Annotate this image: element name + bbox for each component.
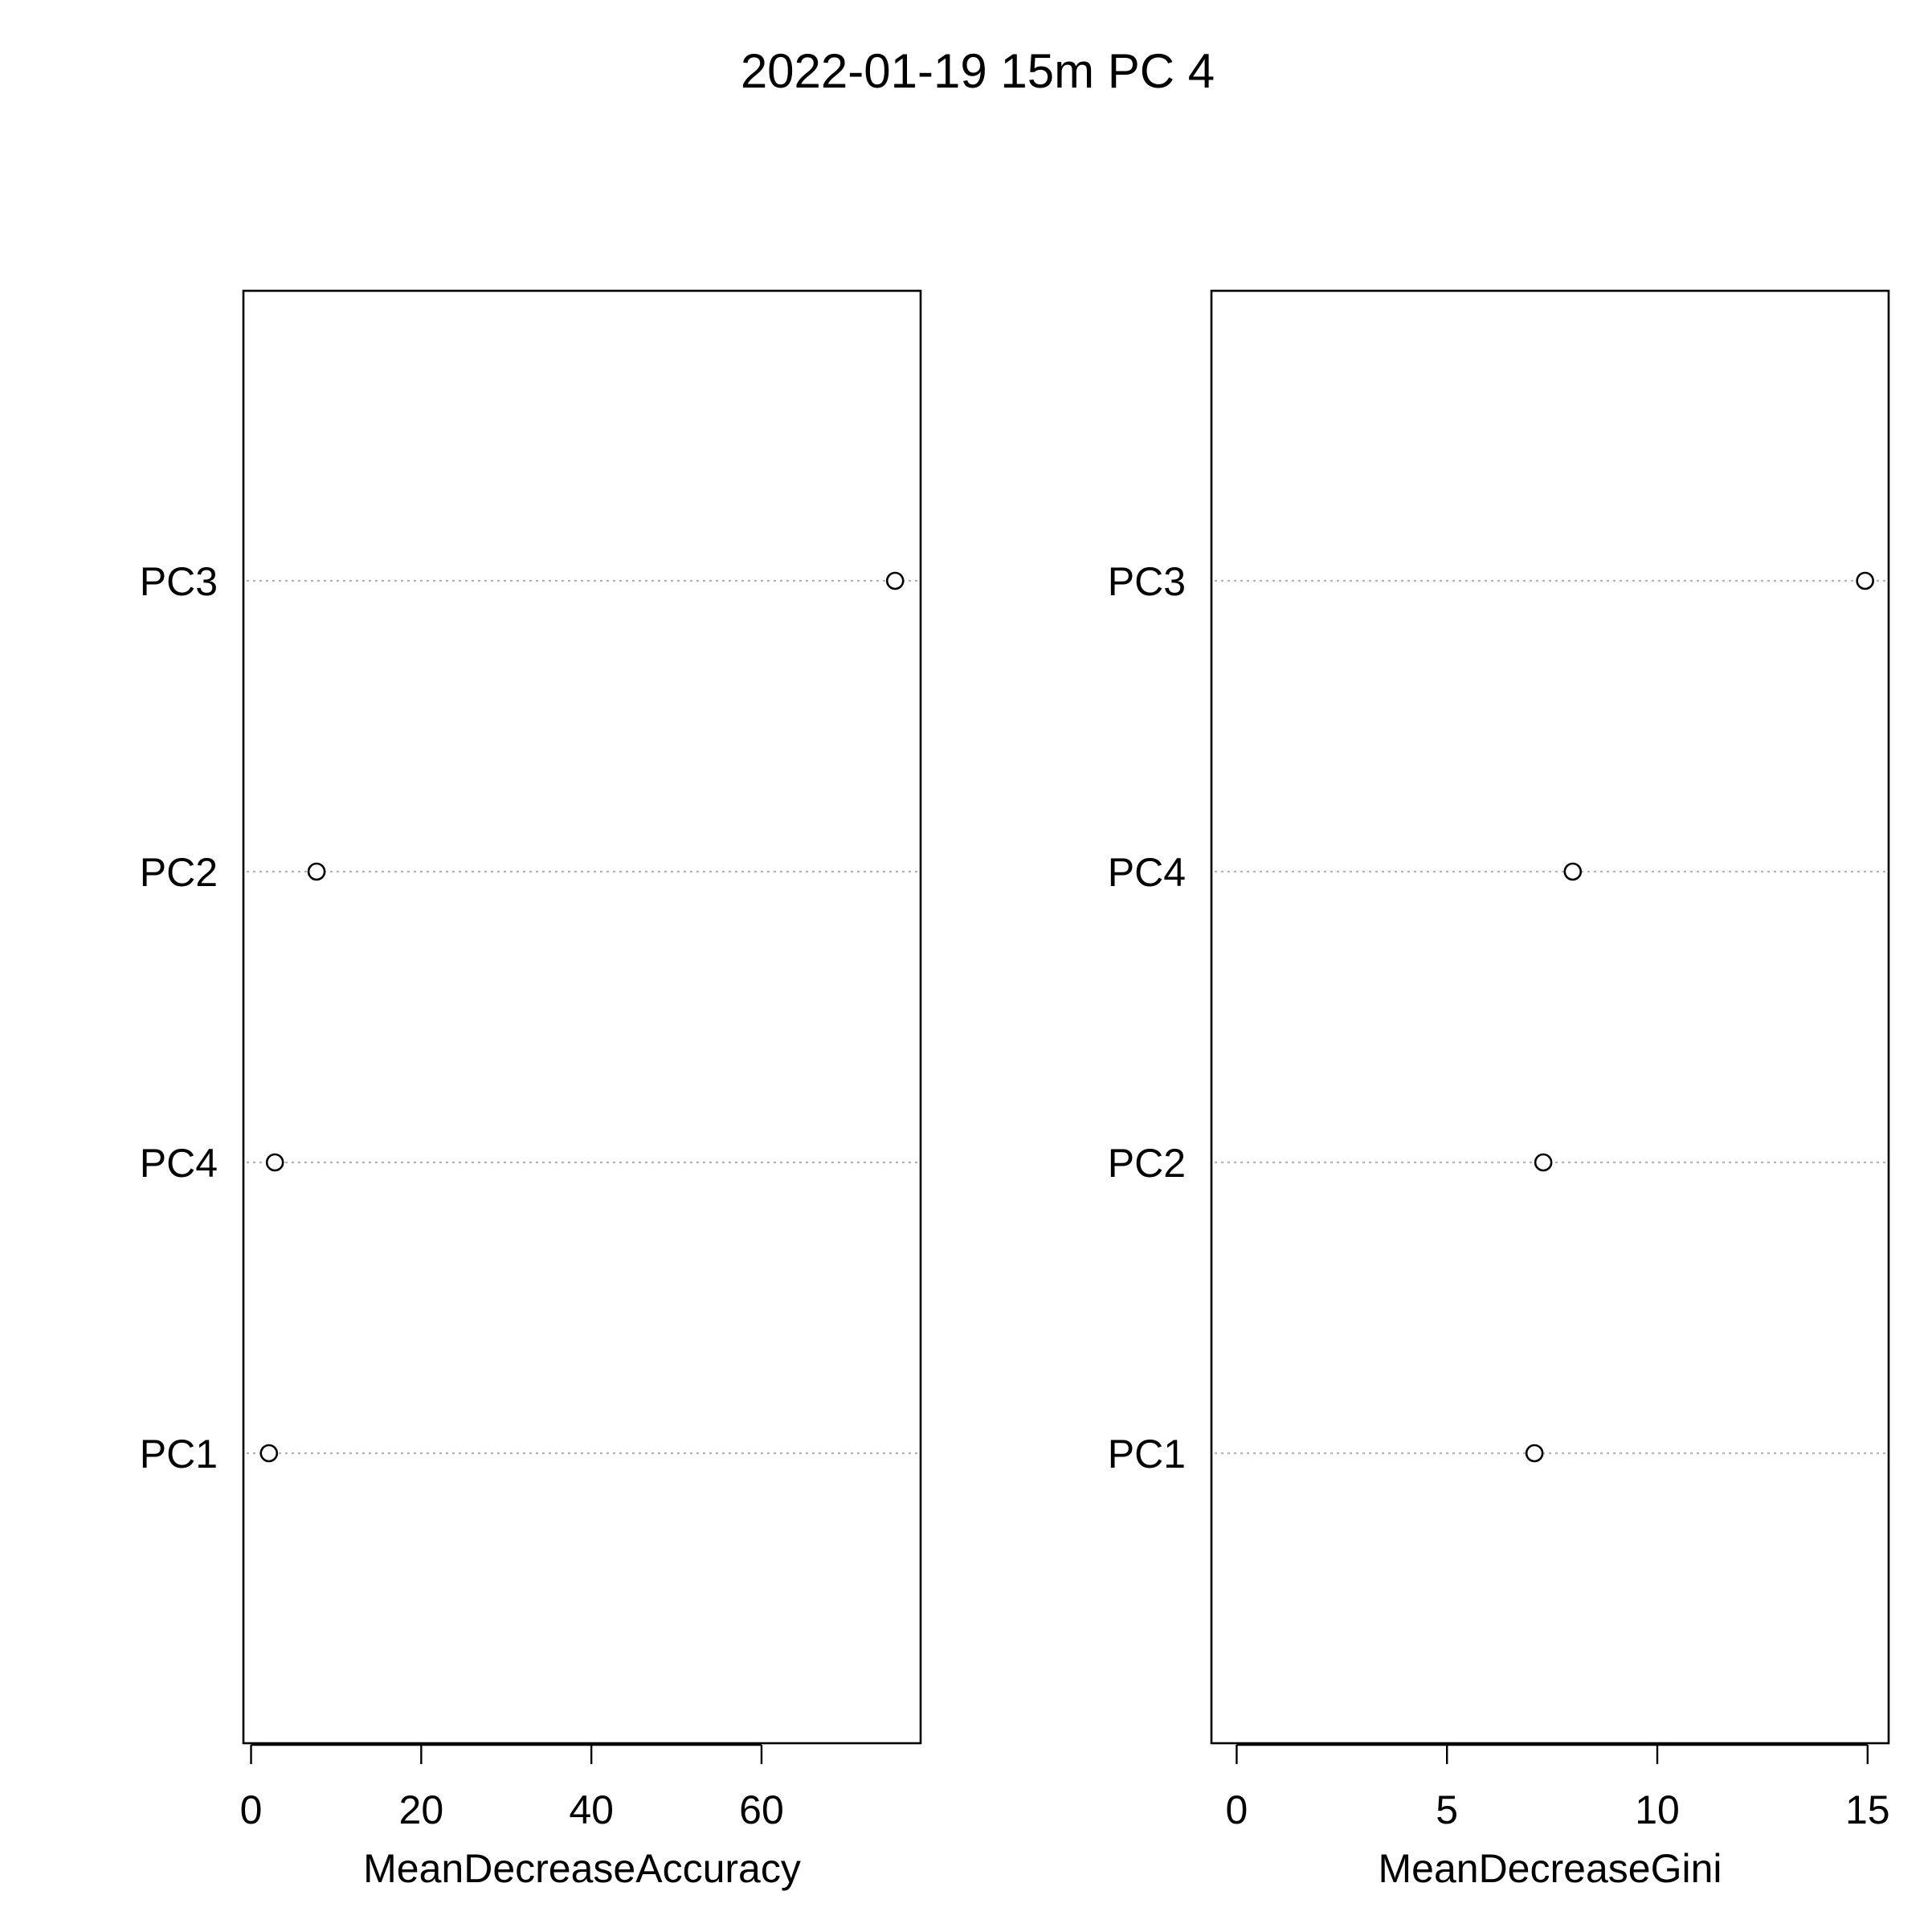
x-tick-label: 15	[1845, 1787, 1890, 1832]
data-point-pc3	[1856, 571, 1874, 590]
x-axis-title: MeanDecreaseAccuracy	[363, 1846, 801, 1891]
x-axis-title: MeanDecreaseGini	[1379, 1846, 1722, 1891]
category-label: PC3	[140, 559, 218, 604]
category-label: PC3	[1108, 559, 1186, 604]
panel-mean-decrease-accuracy: PC3 PC2 PC4 PC1 0 20 40 60 MeanDecreaseAccuracy	[140, 289, 922, 1891]
category-label: PC1	[1108, 1432, 1186, 1477]
chart-title: 2022-01-19 15m PC 4	[741, 44, 1215, 98]
data-point-pc4	[265, 1153, 284, 1172]
data-point-pc1	[1525, 1444, 1544, 1463]
data-point-pc2	[1534, 1153, 1553, 1172]
data-point-pc4	[1563, 862, 1583, 881]
plot-frame	[1210, 289, 1890, 1745]
x-tick-label: 10	[1635, 1787, 1680, 1832]
x-tick-label: 20	[399, 1787, 444, 1832]
x-tick-label: 40	[569, 1787, 614, 1832]
x-tick-label: 0	[1226, 1787, 1248, 1832]
category-label: PC4	[1108, 850, 1186, 895]
category-label: PC1	[140, 1432, 218, 1477]
data-point-pc3	[885, 571, 905, 590]
x-tick-label: 5	[1436, 1787, 1458, 1832]
data-point-pc1	[259, 1444, 279, 1463]
x-tick-label: 60	[739, 1787, 784, 1832]
category-label: PC4	[140, 1141, 218, 1186]
x-tick-label: 0	[240, 1787, 263, 1832]
category-label: PC2	[1108, 1141, 1186, 1186]
data-point-pc2	[307, 862, 326, 881]
plot-frame	[242, 289, 922, 1745]
panel-mean-decrease-gini: PC3 PC4 PC2 PC1 0 5 10 15 MeanDecreaseGini	[1108, 289, 1890, 1891]
category-label: PC2	[140, 850, 218, 895]
